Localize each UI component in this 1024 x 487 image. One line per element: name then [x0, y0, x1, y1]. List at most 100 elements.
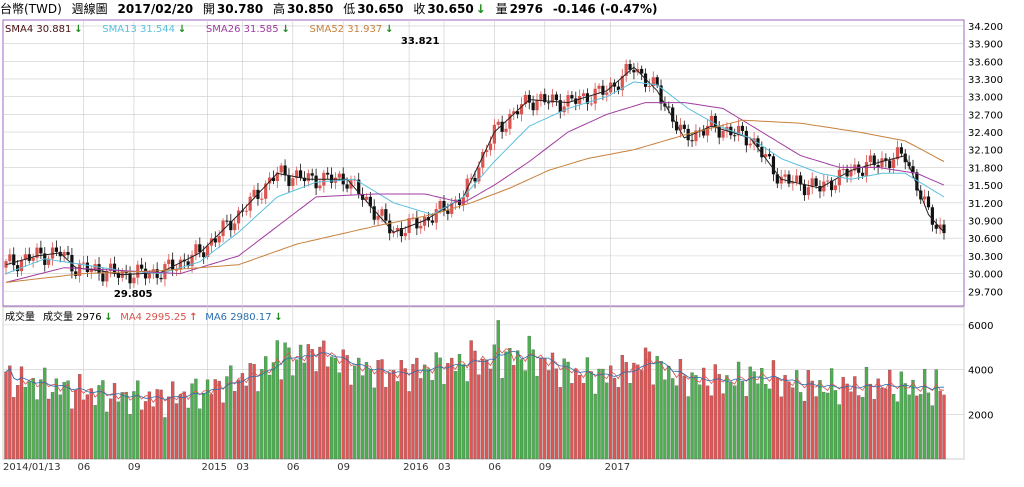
arrow-down-icon: ↓: [282, 24, 290, 35]
volume-bar: [481, 358, 485, 460]
candle-body: [434, 209, 438, 223]
volume-ma4-line: [5, 347, 945, 404]
volume-bar: [31, 378, 35, 460]
candle-body: [310, 173, 314, 176]
candle-body: [512, 111, 516, 114]
volume-bar: [12, 397, 16, 460]
volume-bar: [93, 405, 97, 460]
candle-body: [112, 263, 117, 274]
volume-bar: [729, 382, 733, 460]
candle-body: [504, 128, 508, 132]
volume-bar: [771, 360, 776, 460]
volume-bar: [907, 394, 911, 460]
volume-bar: [341, 349, 345, 460]
volume-bar: [787, 381, 791, 460]
volume-bar: [434, 352, 438, 460]
volume-bar: [236, 379, 241, 460]
price-tick-label: 30.600: [968, 234, 1003, 245]
candle-body: [8, 254, 12, 262]
volume-bar: [97, 385, 101, 460]
volume-bar: [895, 401, 900, 460]
candle-body: [861, 172, 865, 176]
price-tick-label: 32.400: [968, 128, 1003, 139]
price-tick-label: 33.300: [968, 75, 1003, 86]
volume-bar: [349, 384, 353, 460]
candle-body: [461, 197, 465, 205]
candle-body: [527, 94, 531, 103]
volume-bar: [438, 357, 442, 460]
volume-bar: [283, 342, 287, 460]
arrow-down-icon: ↓: [104, 312, 112, 323]
candle-body: [911, 166, 915, 173]
volume-bar: [876, 378, 880, 460]
volume-bar: [291, 375, 295, 460]
volume-bar: [136, 380, 140, 460]
volume-bar: [380, 359, 384, 460]
volume-bar: [640, 370, 644, 460]
volume-bar: [329, 356, 334, 460]
volume-bar: [624, 362, 628, 460]
candle-body: [384, 209, 388, 221]
volume-bar: [23, 386, 28, 460]
candle-body: [798, 175, 803, 185]
time-tick-label: 06: [287, 462, 300, 473]
time-tick-label: 09: [539, 462, 552, 473]
volume-bar: [667, 366, 671, 460]
candle-body: [318, 185, 322, 189]
candle-body: [566, 95, 570, 107]
candle-body: [833, 185, 838, 191]
volume-bar: [833, 390, 838, 460]
open-value: 30.780: [216, 2, 264, 16]
candle-body: [279, 165, 283, 173]
open-label: 開: [202, 2, 215, 16]
candle-body: [686, 128, 690, 141]
volume-bar: [143, 401, 148, 460]
candle-body: [423, 217, 427, 226]
candle-body: [709, 115, 714, 126]
volume-bar: [504, 351, 508, 460]
price-tick-label: 33.900: [968, 40, 1003, 51]
volume-bar: [605, 382, 609, 460]
candle-body: [923, 196, 927, 200]
candle-body: [543, 94, 547, 103]
volume-bar: [403, 368, 407, 460]
candle-body: [806, 187, 810, 196]
candle-body: [880, 158, 884, 168]
volume-bar: [678, 359, 683, 460]
candle-body: [892, 159, 896, 169]
volume-bar: [880, 387, 884, 460]
volume-bar: [915, 395, 919, 460]
price-change: -0.146 (-0.47%): [552, 2, 658, 16]
price-tick-label: 33.000: [968, 93, 1003, 104]
candle-body: [248, 196, 252, 211]
volume-bar: [182, 391, 186, 460]
candle-body: [372, 206, 376, 220]
volume-bar: [531, 349, 535, 460]
volume-bar: [174, 403, 179, 460]
candle-body: [671, 107, 675, 122]
candle-body: [740, 125, 745, 131]
candle-body: [589, 103, 593, 105]
candle-body: [938, 224, 942, 229]
volume-bar: [81, 399, 86, 460]
candle-body: [678, 124, 683, 131]
legend-sma26: SMA26 31.585: [206, 24, 279, 35]
volume-bar: [686, 396, 690, 460]
candle-body: [217, 236, 221, 243]
candle-body: [702, 130, 706, 136]
candle-body: [477, 167, 481, 182]
candle-body: [66, 251, 70, 255]
volume-bar: [70, 408, 74, 460]
volume-bar: [233, 391, 237, 460]
volume-bar: [202, 393, 206, 460]
volume-bar: [868, 383, 873, 460]
volume-bar: [643, 347, 648, 460]
chart-period: 週線圖: [71, 2, 108, 16]
volume-bar: [574, 368, 578, 460]
time-tick-label: 2015: [202, 462, 227, 473]
volume-bar: [469, 340, 473, 460]
volume-bar: [450, 357, 454, 460]
volume-tick-label: 4000: [968, 366, 993, 377]
volume-bar: [709, 395, 714, 460]
volume-bar: [244, 385, 248, 460]
